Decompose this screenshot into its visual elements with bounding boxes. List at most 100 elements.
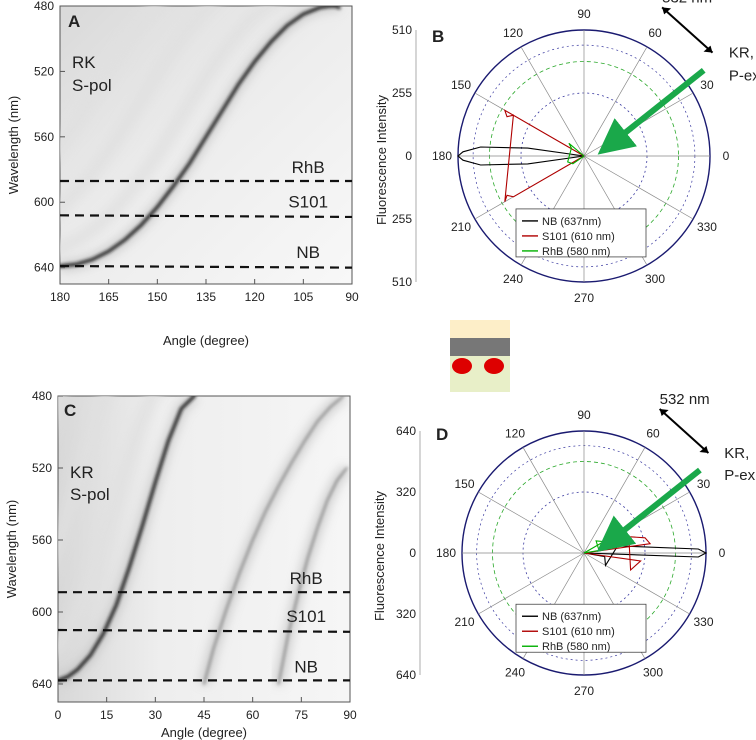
panel-d-angle-label: 150	[454, 477, 474, 491]
panel-c-xtick-label: 15	[100, 708, 114, 722]
panel-a-annotation-2: S-pol	[72, 76, 112, 95]
panel-d-radial-tick: 320	[396, 485, 416, 499]
panel-d-angle-label: 30	[697, 477, 711, 491]
panel-b-angle-label: 330	[697, 220, 717, 234]
panel-d-angle-label: 90	[577, 408, 591, 422]
panel-a-ytick-label: 480	[34, 0, 54, 13]
panel-d-spoke	[522, 447, 585, 554]
inset-metal-layer	[450, 338, 510, 356]
inset-dye-dot-right	[484, 358, 504, 374]
panel-c-annotation-2: S-pol	[70, 485, 110, 504]
panel-d-angle-label: 60	[646, 426, 660, 440]
panel-a-letter: A	[68, 12, 80, 31]
panel-c-line-label-s101: S101	[286, 607, 326, 626]
panel-d-angle-label: 120	[505, 426, 525, 440]
panel-c-xtick-label: 60	[246, 708, 260, 722]
panel-c-annotation-1: KR	[70, 463, 94, 482]
panel-a-annotation-1: RK	[72, 53, 96, 72]
panel-b-pol-label-1: KR,	[729, 45, 754, 62]
panel-b-series-0	[457, 146, 585, 166]
panel-b-series-1	[503, 109, 585, 202]
panel-c-ytick-label: 560	[32, 533, 52, 547]
panel-b-series-2	[567, 142, 585, 165]
panel-d-letter: D	[436, 425, 448, 444]
panel-c-curve-mode3	[277, 467, 348, 685]
inset-top-layer	[450, 320, 510, 342]
panel-b-angle-label: 300	[645, 272, 665, 286]
panel-d-angle-label: 210	[454, 615, 474, 629]
panel-d-angle-label: 240	[505, 666, 525, 680]
panel-c-ytick-label: 600	[32, 605, 52, 619]
panel-b-angle-label: 180	[432, 149, 452, 163]
panel-b-pol-label-2: P-ex	[729, 67, 756, 84]
panel-b-legend-label: S101 (610 nm)	[542, 231, 615, 243]
panel-d-spoke	[478, 491, 585, 554]
panel-d-radial-tick: 320	[396, 607, 416, 621]
panel-b-angle-label: 150	[451, 78, 471, 92]
panel-a-ytick-label: 560	[34, 130, 54, 144]
panel-a-heatmap: RhB S101 NB 180 165 150 135 120 105 90 480 520 560…	[6, 0, 359, 348]
panel-d-angle-label: 300	[643, 666, 663, 680]
panel-c-xtick-label: 45	[197, 708, 211, 722]
panel-b-angle-label: 210	[451, 220, 471, 234]
panel-d-excitation-arrow	[596, 467, 702, 552]
panel-b-polarization-arrow	[661, 6, 714, 54]
panel-b-radial-tick: 510	[392, 23, 412, 37]
panel-d-polarization-head-1	[659, 409, 669, 417]
panel-b-radial-tick: 255	[392, 212, 412, 226]
panel-a-xtick-label: 180	[50, 290, 70, 304]
panel-d-angle-label: 180	[436, 546, 456, 560]
panel-c-xtick-label: 0	[55, 708, 62, 722]
panel-b-letter: B	[432, 27, 444, 46]
panel-c-xtick-label: 75	[295, 708, 309, 722]
panel-b-legend-label: RhB (580 nm)	[542, 246, 610, 258]
panel-b-angle-label: 90	[577, 7, 591, 21]
panel-d-radial-tick: 640	[396, 668, 416, 682]
panel-a-xtick-label: 105	[293, 290, 313, 304]
panel-a-xtick-label: 165	[99, 290, 119, 304]
panel-a-curve-dispersion	[60, 6, 341, 268]
panel-a-xlabel: Angle (degree)	[163, 333, 249, 348]
panel-b-polar: 0 30 60 90 120 150 180 210 240 270 300 330 510 255 0 25…	[374, 0, 756, 305]
panel-c-ylabel: Wavelength (nm)	[4, 500, 19, 599]
panel-a-xtick-label: 120	[245, 290, 265, 304]
panel-a-line-s101	[59, 214, 353, 219]
panel-b-ylabel: Fluorescence Intensity	[374, 94, 389, 225]
panel-a-shade-band	[60, 6, 219, 217]
panel-d-pol-label-2: P-ex	[724, 467, 755, 484]
panel-b-spoke	[583, 46, 648, 157]
panel-d-angle-label: 270	[574, 684, 594, 698]
panel-d-angle-label: 0	[719, 546, 726, 560]
panel-b-radial-tick: 255	[392, 86, 412, 100]
panel-c-line-label-nb: NB	[294, 657, 318, 676]
panel-b-angle-label: 30	[700, 78, 714, 92]
panel-d-legend-label: RhB (580 nm)	[542, 641, 610, 653]
panel-c-shade-band	[58, 396, 162, 657]
panel-d-spoke	[583, 552, 690, 615]
panel-d-legend-label: NB (637nm)	[542, 611, 601, 623]
panel-c-ytick-label: 640	[32, 677, 52, 691]
panel-c-curve-mode1	[58, 396, 196, 682]
panel-b-angle-label: 60	[648, 26, 662, 40]
panel-b-angle-label: 0	[723, 149, 730, 163]
panel-a-xtick-label: 150	[147, 290, 167, 304]
panel-c-xlabel: Angle (degree)	[161, 725, 247, 740]
panel-b-polarization-head-2	[703, 45, 713, 53]
panel-b-radial-tick: 0	[405, 149, 412, 163]
panel-b-polarization-head-1	[662, 7, 672, 15]
panel-d-pol-label-1: KR,	[724, 445, 749, 462]
panel-a-line-label-s101: S101	[288, 192, 328, 211]
panel-b-legend-label: NB (637nm)	[542, 216, 601, 228]
panel-b-angle-label: 270	[574, 291, 594, 305]
panel-c-curve-mode2	[203, 396, 345, 685]
panel-d-polarization-head-2	[699, 445, 709, 453]
panel-d-angle-label: 330	[693, 615, 713, 629]
panel-b-spoke	[520, 46, 585, 157]
panel-c-xtick-label: 90	[343, 708, 357, 722]
panel-b-excitation-arrow	[597, 67, 706, 155]
panel-c-line-s101	[57, 628, 351, 633]
panel-d-polar: 0 30 60 90 120 150 180 210 240 270 300 330 640 320 0 32…	[372, 391, 756, 698]
panel-d-series-0	[583, 545, 708, 568]
